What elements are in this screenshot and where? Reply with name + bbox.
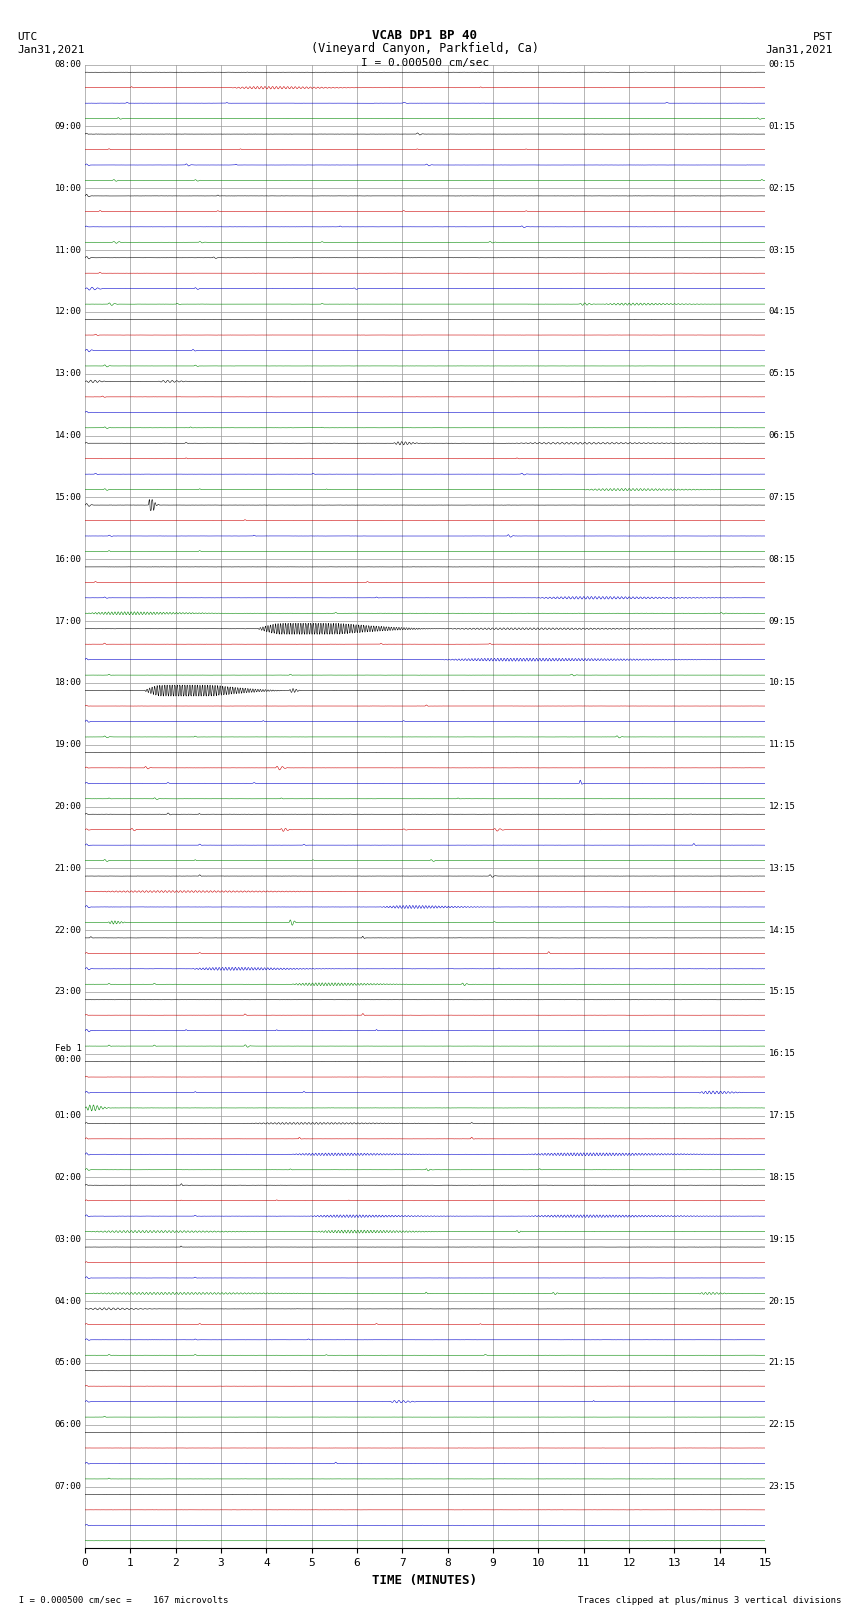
Text: 16:15: 16:15 <box>768 1050 796 1058</box>
Text: 09:00: 09:00 <box>54 123 82 131</box>
Text: 18:00: 18:00 <box>54 679 82 687</box>
Text: 19:00: 19:00 <box>54 740 82 748</box>
Text: 07:00: 07:00 <box>54 1482 82 1490</box>
Text: 08:00: 08:00 <box>54 60 82 69</box>
Text: I = 0.000500 cm/sec =    167 microvolts: I = 0.000500 cm/sec = 167 microvolts <box>8 1595 229 1605</box>
Text: 10:00: 10:00 <box>54 184 82 192</box>
Text: 06:00: 06:00 <box>54 1421 82 1429</box>
Text: 00:15: 00:15 <box>768 60 796 69</box>
Text: 14:00: 14:00 <box>54 431 82 440</box>
Text: VCAB DP1 BP 40: VCAB DP1 BP 40 <box>372 29 478 42</box>
Text: 12:00: 12:00 <box>54 308 82 316</box>
X-axis label: TIME (MINUTES): TIME (MINUTES) <box>372 1574 478 1587</box>
Text: 07:15: 07:15 <box>768 494 796 502</box>
Text: 22:00: 22:00 <box>54 926 82 934</box>
Text: (Vineyard Canyon, Parkfield, Ca): (Vineyard Canyon, Parkfield, Ca) <box>311 42 539 55</box>
Text: 10:15: 10:15 <box>768 679 796 687</box>
Text: 03:00: 03:00 <box>54 1236 82 1244</box>
Text: 21:00: 21:00 <box>54 865 82 873</box>
Text: Jan31,2021: Jan31,2021 <box>17 45 84 55</box>
Text: 12:15: 12:15 <box>768 802 796 811</box>
Text: I = 0.000500 cm/sec: I = 0.000500 cm/sec <box>361 58 489 68</box>
Text: 19:15: 19:15 <box>768 1236 796 1244</box>
Text: UTC: UTC <box>17 32 37 42</box>
Text: 18:15: 18:15 <box>768 1173 796 1182</box>
Text: 14:15: 14:15 <box>768 926 796 934</box>
Text: 17:00: 17:00 <box>54 616 82 626</box>
Text: 23:15: 23:15 <box>768 1482 796 1490</box>
Text: Traces clipped at plus/minus 3 vertical divisions: Traces clipped at plus/minus 3 vertical … <box>578 1595 842 1605</box>
Text: 15:00: 15:00 <box>54 494 82 502</box>
Text: 04:00: 04:00 <box>54 1297 82 1305</box>
Text: 13:00: 13:00 <box>54 369 82 377</box>
Text: 05:15: 05:15 <box>768 369 796 377</box>
Text: 23:00: 23:00 <box>54 987 82 997</box>
Text: 17:15: 17:15 <box>768 1111 796 1119</box>
Text: 21:15: 21:15 <box>768 1358 796 1368</box>
Text: 02:15: 02:15 <box>768 184 796 192</box>
Text: 09:15: 09:15 <box>768 616 796 626</box>
Text: 05:00: 05:00 <box>54 1358 82 1368</box>
Text: 16:00: 16:00 <box>54 555 82 563</box>
Text: 02:00: 02:00 <box>54 1173 82 1182</box>
Text: 11:00: 11:00 <box>54 245 82 255</box>
Text: 03:15: 03:15 <box>768 245 796 255</box>
Text: 01:15: 01:15 <box>768 123 796 131</box>
Text: 20:00: 20:00 <box>54 802 82 811</box>
Text: Feb 1
00:00: Feb 1 00:00 <box>54 1044 82 1063</box>
Text: 08:15: 08:15 <box>768 555 796 563</box>
Text: PST: PST <box>813 32 833 42</box>
Text: 13:15: 13:15 <box>768 865 796 873</box>
Text: 15:15: 15:15 <box>768 987 796 997</box>
Text: 06:15: 06:15 <box>768 431 796 440</box>
Text: 04:15: 04:15 <box>768 308 796 316</box>
Text: 20:15: 20:15 <box>768 1297 796 1305</box>
Text: 01:00: 01:00 <box>54 1111 82 1119</box>
Text: Jan31,2021: Jan31,2021 <box>766 45 833 55</box>
Text: 11:15: 11:15 <box>768 740 796 748</box>
Text: 22:15: 22:15 <box>768 1421 796 1429</box>
